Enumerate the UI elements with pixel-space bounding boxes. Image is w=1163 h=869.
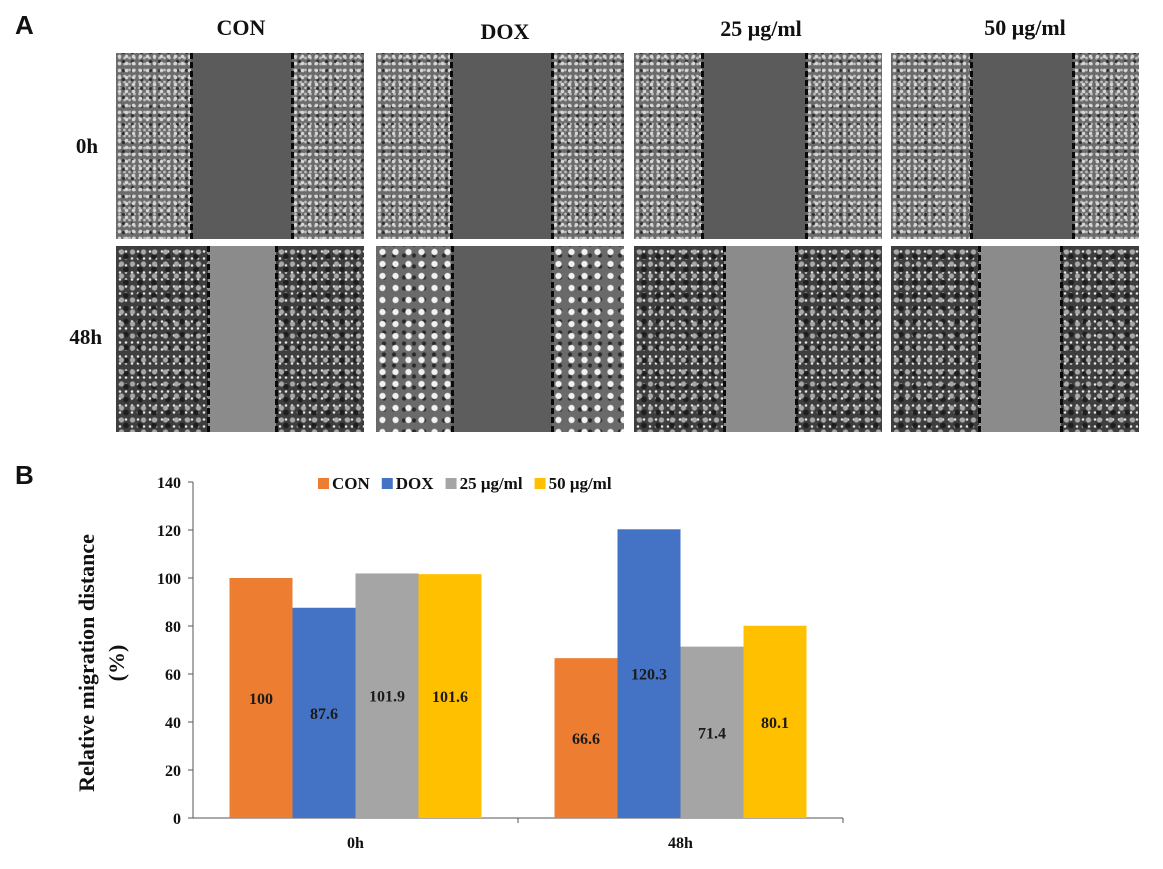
- y-axis-label-line1: Relative migration distance: [74, 534, 99, 792]
- scratch-edge-right: [805, 53, 808, 239]
- scratch-edge-left: [701, 53, 704, 239]
- y-tick-label: 60: [165, 667, 181, 684]
- row-label-48h: 48h: [69, 325, 102, 349]
- scratch-edge-left: [451, 246, 454, 432]
- bar-data-label: 100: [249, 691, 273, 708]
- y-tick-label: 80: [165, 619, 181, 636]
- bar-25-g-ml-48h: [680, 646, 744, 818]
- bar-50-g-ml-0h: [418, 574, 482, 818]
- bar-con-0h: [229, 578, 293, 818]
- scratch-edge-left: [207, 246, 210, 432]
- scratch-edge-left: [723, 246, 726, 432]
- column-label-dox: DOX: [480, 19, 530, 44]
- y-tick-label: 40: [165, 715, 181, 732]
- bar-con-48h: [554, 658, 618, 818]
- panel-a-letter: A: [15, 10, 34, 40]
- bar-data-label: 87.6: [310, 706, 338, 723]
- bar-data-label: 120.3: [631, 667, 667, 684]
- panel-b-letter: B: [15, 460, 34, 490]
- legend-swatch: [445, 478, 457, 489]
- bar-data-label: 66.6: [572, 731, 600, 748]
- legend-label: 50 μg/ml: [549, 474, 612, 493]
- micrograph-con-48h: [116, 246, 364, 432]
- legend-label: DOX: [396, 474, 435, 493]
- scratch-edge-right: [551, 246, 554, 432]
- y-axis-label-line2: (%): [104, 645, 129, 682]
- scratch-edge-left: [978, 246, 981, 432]
- micrograph-con-0h: [116, 53, 364, 239]
- micrograph-dox-48h: [376, 246, 624, 432]
- x-tick-label: 48h: [668, 835, 693, 852]
- plot-area: 0 20 40 60 80 100 120 140 100 87.6 101.9 101.6 0h 66.…: [157, 475, 844, 852]
- micrograph-25ugml-0h: [634, 53, 882, 239]
- legend-swatch: [381, 478, 393, 489]
- scratch-edge-right: [551, 53, 554, 239]
- scratch-edge-right: [1072, 53, 1075, 239]
- y-tick-label: 100: [157, 571, 181, 588]
- scratch-edge-right: [275, 246, 278, 432]
- migration-bar-chart: Relative migration distance (%) 0 20 40 60 8…: [74, 474, 844, 852]
- scratch-edge-left: [190, 53, 193, 239]
- scratch-edge-right: [291, 53, 294, 239]
- micrograph-50ugml-48h: [891, 246, 1139, 432]
- x-tick-label: 0h: [347, 835, 364, 852]
- y-tick-label: 20: [165, 763, 181, 780]
- row-label-0h: 0h: [75, 134, 98, 158]
- legend-label: 25 μg/ml: [460, 474, 523, 493]
- y-axis-label: Relative migration distance (%): [74, 534, 129, 792]
- micrograph-25ugml-48h: [634, 246, 882, 432]
- bar-50-g-ml-48h: [743, 625, 807, 818]
- bar-data-label: 101.6: [432, 689, 468, 706]
- scratch-edge-right: [795, 246, 798, 432]
- bar-dox-48h: [617, 529, 681, 818]
- column-label-con: CON: [216, 15, 266, 40]
- micrograph-50ugml-0h: [891, 53, 1139, 239]
- y-tick-label: 120: [157, 523, 181, 540]
- scratch-edge-left: [450, 53, 453, 239]
- scratch-edge-right: [1060, 246, 1063, 432]
- legend-swatch: [534, 478, 546, 489]
- legend-label: CON: [332, 474, 371, 493]
- y-tick-label: 140: [157, 475, 181, 492]
- column-label-25: 25 μg/ml: [720, 16, 802, 41]
- y-tick-label: 0: [173, 811, 181, 828]
- micrograph-dox-0h: [376, 53, 624, 239]
- bar-25-g-ml-0h: [355, 573, 419, 818]
- column-label-50: 50 μg/ml: [984, 15, 1066, 40]
- legend-swatch: [318, 478, 329, 489]
- legend: CON DOX 25 μg/ml 50 μg/ml: [318, 474, 612, 493]
- bar-data-label: 71.4: [698, 725, 726, 742]
- bar-dox-0h: [292, 607, 356, 818]
- bar-data-label: 101.9: [369, 689, 405, 706]
- bar-data-label: 80.1: [761, 715, 789, 732]
- scratch-edge-left: [970, 53, 973, 239]
